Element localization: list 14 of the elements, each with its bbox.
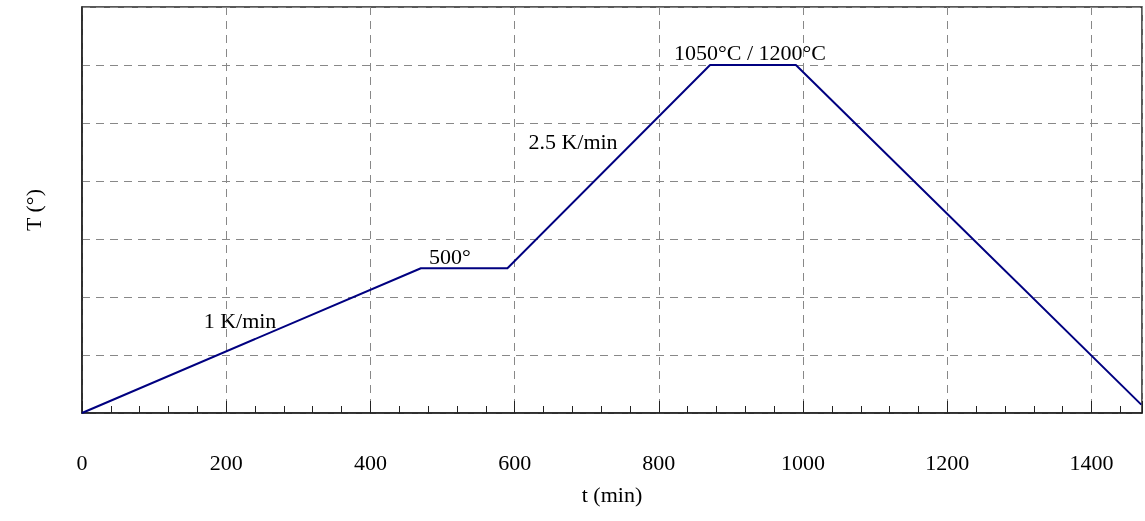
annotation: 2.5 K/min — [528, 128, 618, 154]
annotation: 500° — [429, 243, 471, 269]
x-tick-label: 200 — [209, 449, 243, 475]
x-tick-label: 0 — [76, 449, 88, 475]
x-tick-label: 1400 — [1069, 449, 1114, 475]
annotation: 1 K/min — [203, 307, 277, 333]
text: 1050°C / 1200°C — [673, 39, 827, 65]
x-axis-title: t (min) — [581, 481, 643, 507]
x-tick-label: 600 — [498, 449, 532, 475]
x-tick-label: 400 — [353, 449, 387, 475]
x-tick-label: 1000 — [781, 449, 826, 475]
y-axis-title: T (°) — [20, 189, 46, 231]
x-tick-label: 800 — [642, 449, 676, 475]
x-tick-label: 1200 — [925, 449, 970, 475]
